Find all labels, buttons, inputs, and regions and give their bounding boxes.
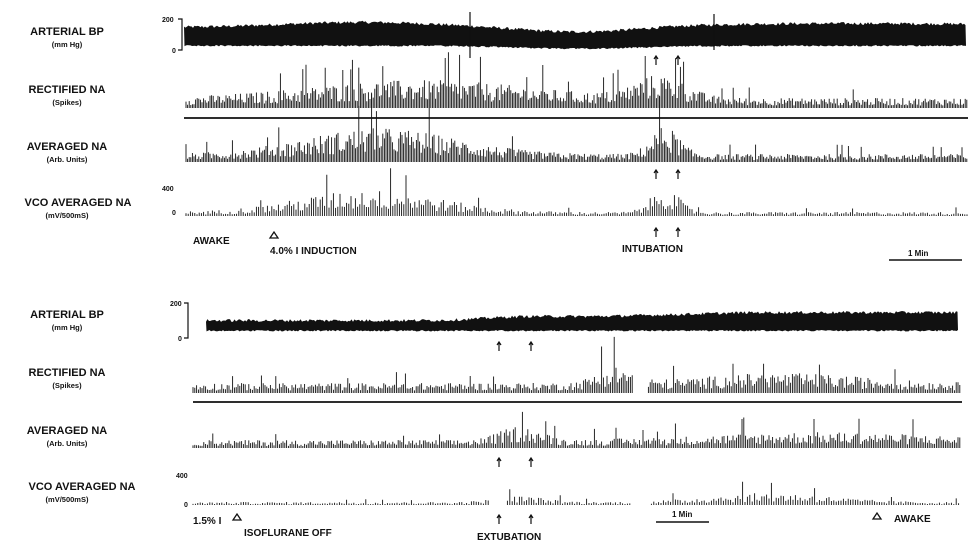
vco-bars: [192, 481, 960, 505]
top-vco-tick-400: 400: [162, 186, 174, 193]
top-induction-label: 4.0% I INDUCTION: [270, 246, 357, 257]
event-arrow: [675, 226, 681, 237]
bottom-spikes-unit: (Spikes): [52, 381, 82, 390]
bottom-event-arrows: [496, 340, 534, 524]
top-averaged-na-trace: [185, 92, 968, 162]
event-arrow: [528, 340, 534, 351]
top-awake-label: AWAKE: [193, 236, 230, 247]
bottom-vco-unit: (mV/500mS): [46, 495, 89, 504]
top-panel: ARTERIAL BP (mm Hg) RECTIFIED NA (Spikes…: [25, 12, 968, 261]
top-bp-label: ARTERIAL BP: [30, 26, 104, 38]
top-vco-unit: (mV/500mS): [46, 211, 89, 220]
bottom-iso-dose-label: 1.5% I: [193, 516, 222, 527]
top-bp-tick-200: 200: [162, 17, 174, 24]
bottom-panel: ARTERIAL BP (mm Hg) RECTIFIED NA (Spikes…: [27, 301, 962, 543]
vco-bars: [185, 168, 968, 216]
spike-bars: [185, 52, 968, 108]
bottom-bp-tick-200: 200: [170, 301, 182, 308]
averaged-bars: [192, 411, 961, 448]
top-bp-unit: (mm Hg): [52, 40, 83, 49]
bottom-vco-label: VCO AVERAGED NA: [29, 481, 136, 493]
bottom-extubation-label: EXTUBATION: [477, 532, 541, 543]
top-induction-marker: [268, 230, 280, 239]
bottom-rectified-spikes-trace: [192, 336, 961, 393]
top-vco-averaged-trace: [185, 168, 968, 216]
bottom-averaged-unit: (Arb. Units): [47, 439, 88, 448]
event-arrow: [496, 456, 502, 467]
top-intubation-label: INTUBATION: [622, 244, 683, 255]
top-rectified-spikes-trace: [185, 52, 968, 108]
event-arrow: [528, 456, 534, 467]
bottom-averaged-na-trace: [192, 411, 961, 448]
top-scale-label: 1 Min: [908, 249, 929, 258]
bottom-iso-off-label: ISOFLURANE OFF: [244, 528, 332, 539]
bottom-bp-label: ARTERIAL BP: [30, 309, 104, 321]
bottom-vco-tick-400: 400: [176, 473, 188, 480]
top-bp-trace: [184, 20, 966, 50]
event-arrow: [496, 340, 502, 351]
bottom-spikes-label: RECTIFIED NA: [29, 367, 106, 379]
top-bp-artifacts: [469, 12, 715, 58]
event-arrow: [675, 168, 681, 179]
event-arrow: [675, 54, 681, 65]
top-spikes-label: RECTIFIED NA: [29, 84, 106, 96]
bottom-scale-label: 1 Min: [672, 510, 693, 519]
event-arrow: [653, 226, 659, 237]
bottom-averaged-label: AVERAGED NA: [27, 425, 108, 437]
bottom-bp-axis: [184, 302, 189, 339]
event-arrow: [528, 513, 534, 524]
top-averaged-label: AVERAGED NA: [27, 141, 108, 153]
spike-bars: [192, 336, 961, 393]
top-event-arrows: [653, 54, 681, 237]
averaged-bars: [185, 92, 968, 162]
bottom-bp-tick-0: 0: [178, 336, 182, 343]
top-bp-axis: [178, 18, 183, 51]
top-averaged-unit: (Arb. Units): [47, 155, 88, 164]
bottom-bp-trace: [206, 311, 958, 332]
bottom-awake-label: AWAKE: [894, 514, 931, 525]
event-arrow: [653, 54, 659, 65]
bottom-vco-tick-0: 0: [184, 502, 188, 509]
top-spikes-unit: (Spikes): [52, 98, 82, 107]
bottom-iso-off-marker: [231, 512, 243, 521]
top-vco-tick-0: 0: [172, 210, 176, 217]
event-arrow: [496, 513, 502, 524]
top-bp-tick-0: 0: [172, 48, 176, 55]
bottom-vco-averaged-trace: [192, 481, 960, 505]
event-arrow: [653, 168, 659, 179]
top-vco-label: VCO AVERAGED NA: [25, 197, 132, 209]
bottom-awake-marker: [871, 511, 883, 520]
bottom-bp-unit: (mm Hg): [52, 323, 83, 332]
